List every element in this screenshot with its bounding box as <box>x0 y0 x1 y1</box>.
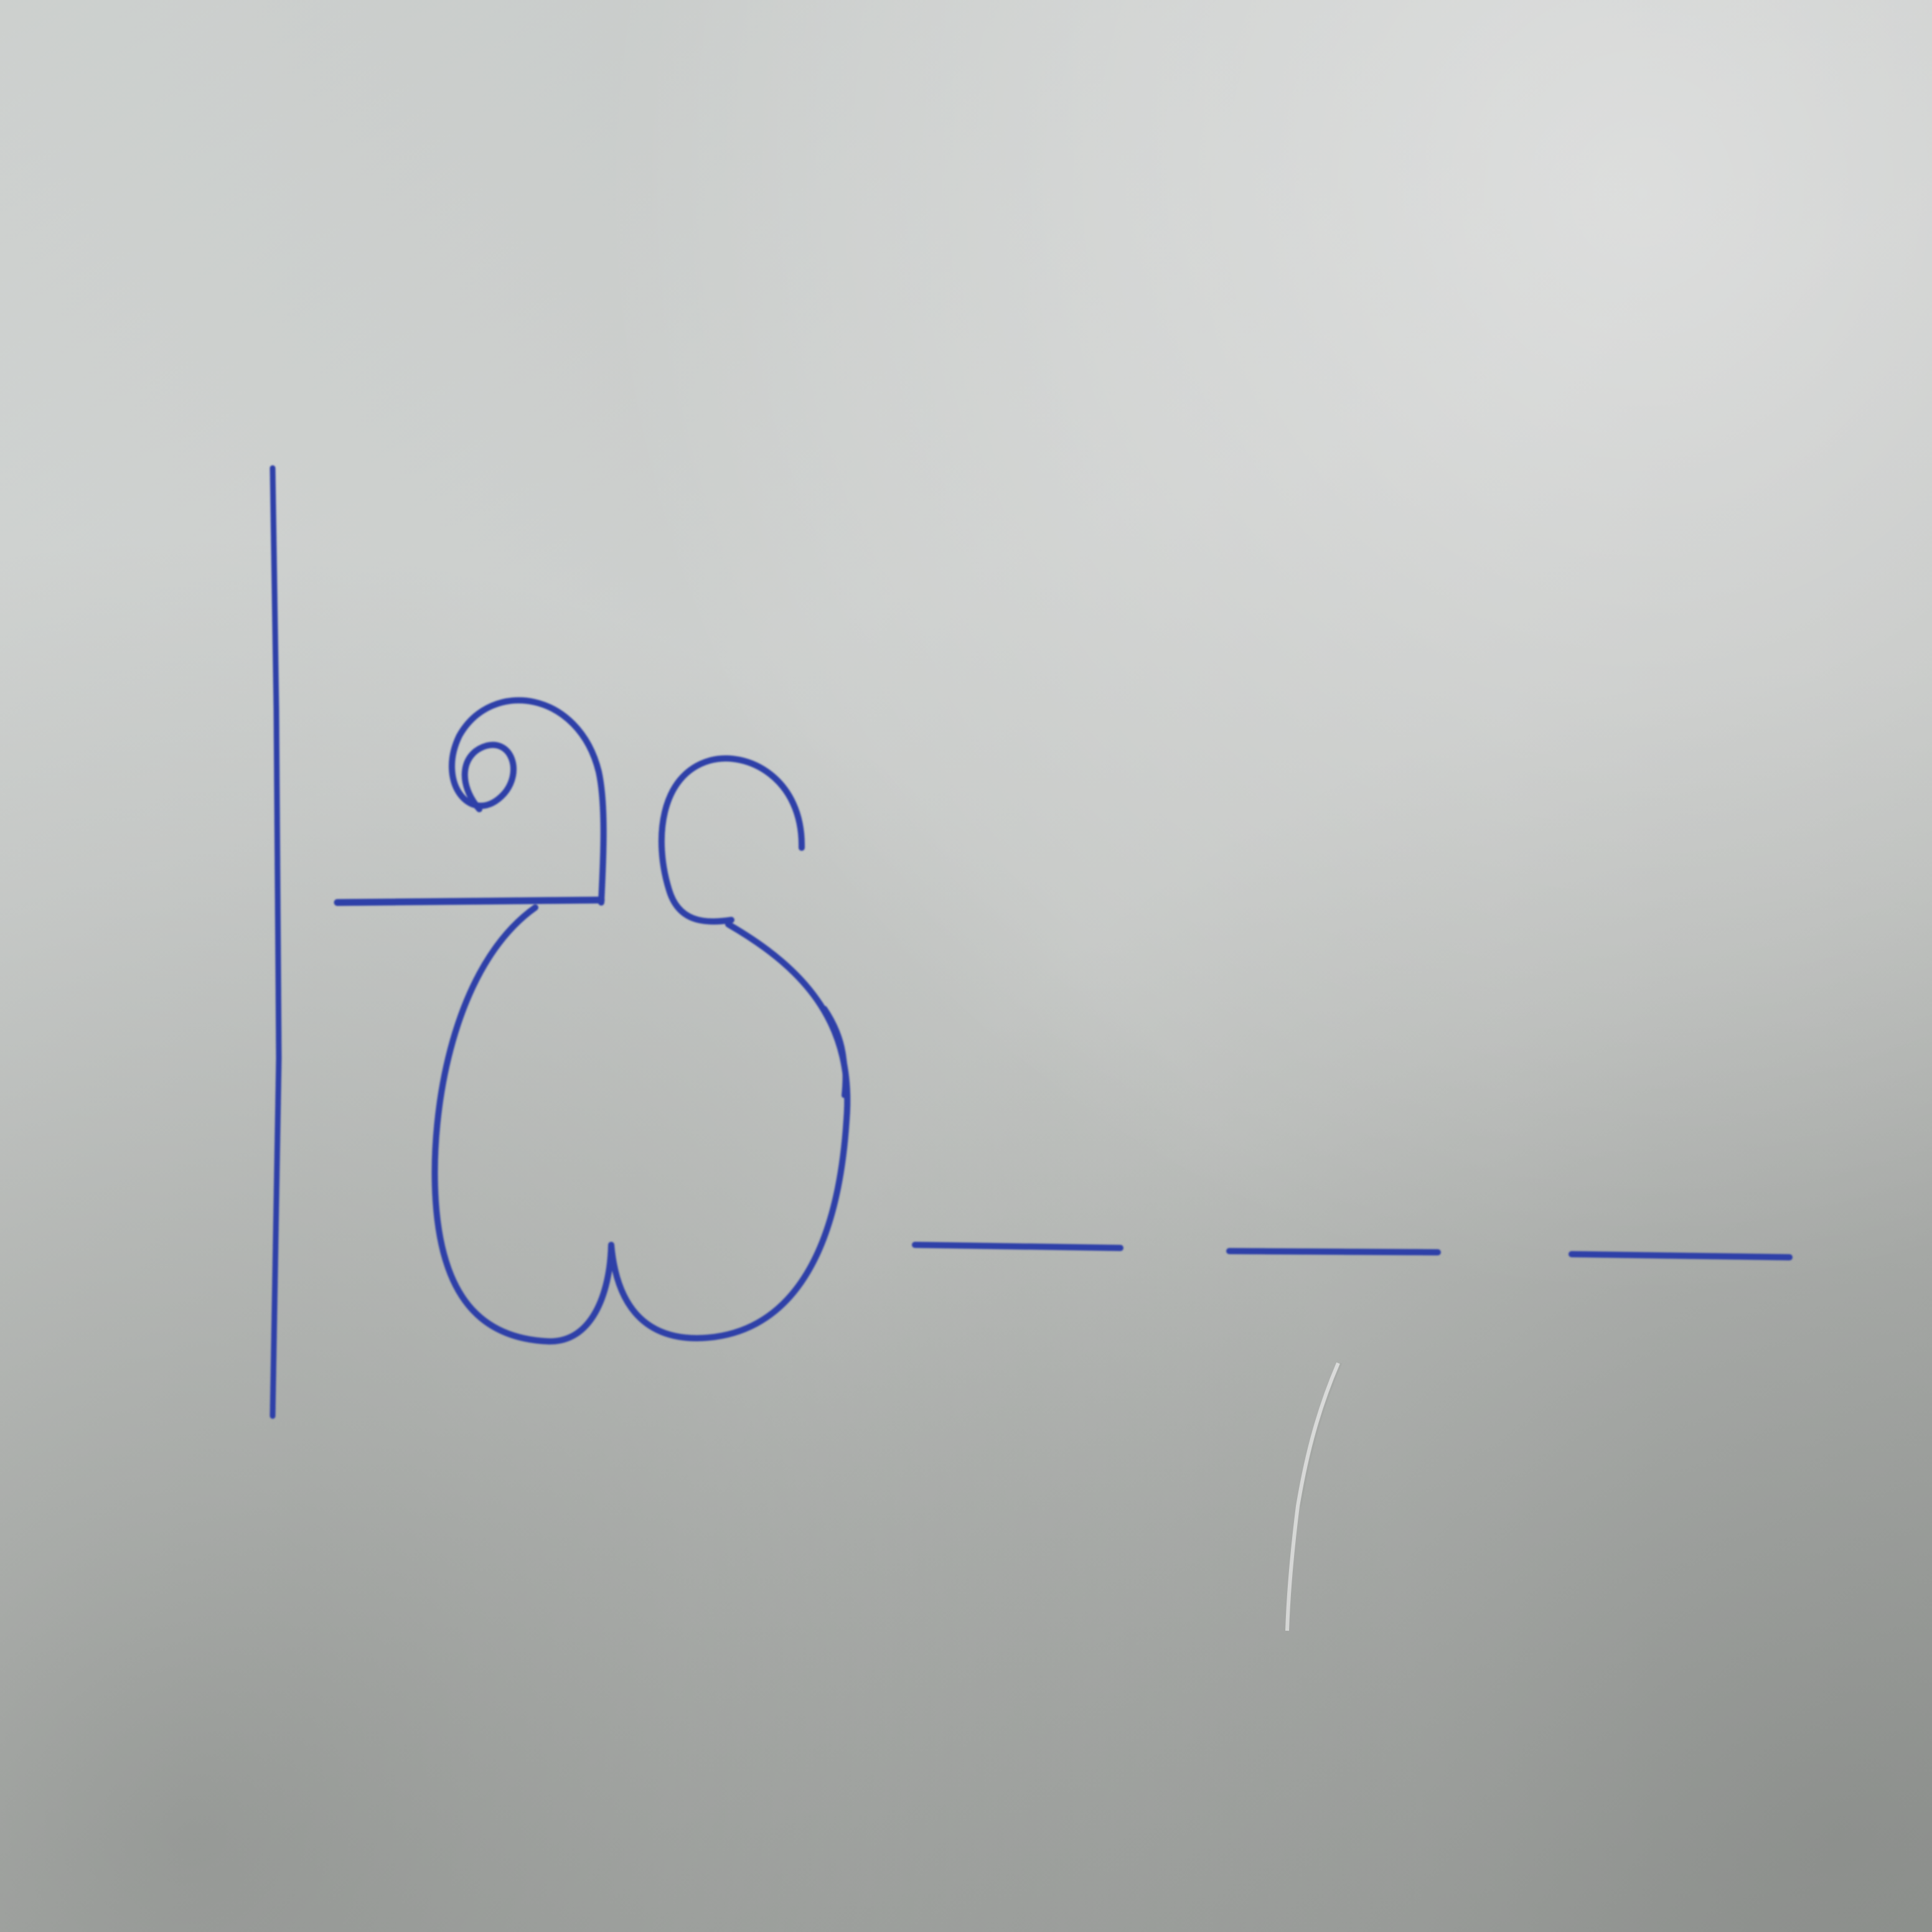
paper-crease-shadow <box>1300 1362 1343 1507</box>
glyph-top-curl <box>449 697 607 906</box>
glyph-right-hook <box>658 755 805 925</box>
glyph-bar <box>334 896 605 906</box>
ink-strokes <box>270 465 1793 1419</box>
glyph-heart-retrace <box>822 1006 848 1098</box>
glyph-heart-body <box>431 904 851 1345</box>
blank-dash-3 <box>1569 1251 1793 1260</box>
paper-crease <box>1285 1362 1340 1631</box>
blank-dash-2 <box>1226 1248 1441 1255</box>
blank-dash-1 <box>912 1242 1123 1251</box>
margin-line <box>270 465 282 1419</box>
